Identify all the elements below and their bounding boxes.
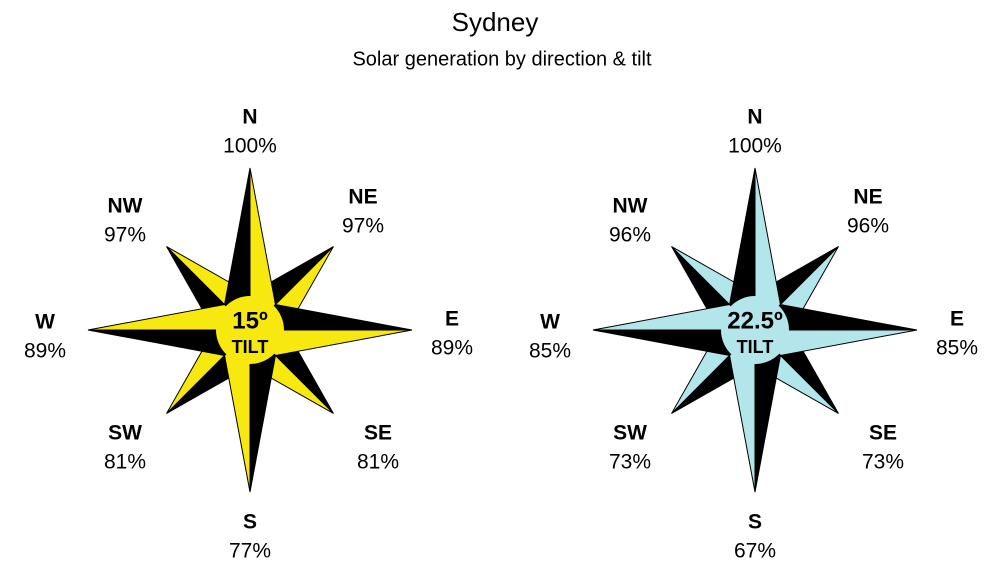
direction-name: NW <box>613 195 648 218</box>
direction-value: 67% <box>734 540 776 563</box>
direction-value: 100% <box>223 135 277 158</box>
direction-value: 100% <box>728 135 782 158</box>
direction-name: S <box>243 511 257 534</box>
direction-name: SW <box>108 422 142 445</box>
direction-name: W <box>540 311 560 334</box>
direction-name: N <box>242 106 257 129</box>
tilt-label: TILT <box>232 337 269 357</box>
direction-name: N <box>747 106 762 129</box>
direction-value: 96% <box>847 215 889 238</box>
direction-value: 81% <box>357 451 399 474</box>
direction-value: 77% <box>229 540 271 563</box>
direction-value: 85% <box>936 337 978 360</box>
direction-value: 97% <box>342 215 384 238</box>
direction-value: 85% <box>529 340 571 363</box>
direction-value: 89% <box>24 340 66 363</box>
tilt-angle: 22.5º <box>727 307 783 334</box>
direction-value: 73% <box>862 451 904 474</box>
direction-name: NE <box>348 186 377 209</box>
direction-name: S <box>748 511 762 534</box>
direction-name: SE <box>869 422 897 445</box>
direction-value: 81% <box>104 451 146 474</box>
direction-name: NE <box>853 186 882 209</box>
direction-value: 73% <box>609 451 651 474</box>
direction-name: SW <box>613 422 647 445</box>
direction-name: E <box>445 308 459 331</box>
title: Sydney <box>452 7 539 37</box>
direction-name: SE <box>364 422 392 445</box>
direction-name: W <box>35 311 55 334</box>
direction-value: 96% <box>609 224 651 247</box>
direction-name: NW <box>108 195 143 218</box>
tilt-angle: 15º <box>232 307 268 334</box>
center-disc <box>721 296 789 364</box>
direction-value: 89% <box>431 337 473 360</box>
direction-name: E <box>950 308 964 331</box>
center-disc <box>216 296 284 364</box>
tilt-label: TILT <box>737 337 774 357</box>
subtitle: Solar generation by direction & tilt <box>352 48 651 70</box>
direction-value: 97% <box>104 224 146 247</box>
